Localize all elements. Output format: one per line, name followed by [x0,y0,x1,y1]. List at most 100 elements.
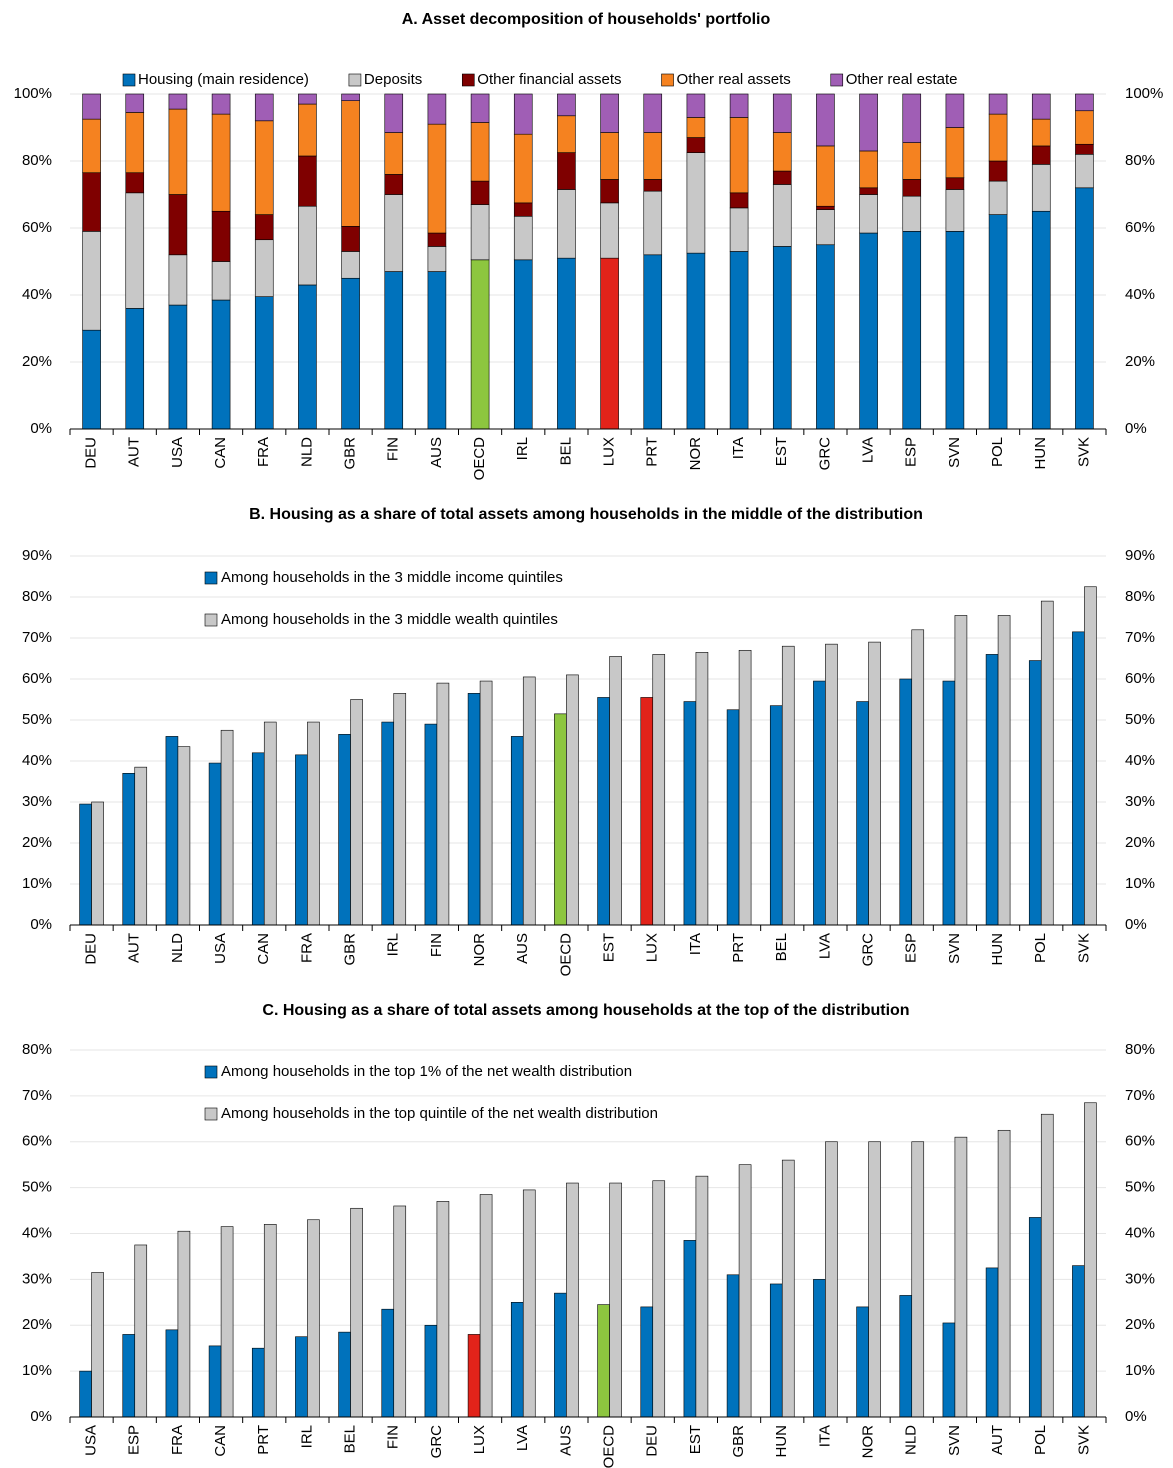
x-tick-label: BEL [342,1425,359,1453]
bar [338,734,351,926]
chart-title: A. Asset decomposition of households' po… [402,11,771,28]
x-tick-label: EST [773,437,790,466]
bar-segment [557,93,576,117]
bar-segment [557,189,576,259]
bar [1040,1113,1054,1418]
bar-segment [298,155,317,207]
bar-segment [729,251,749,430]
bar [208,762,222,926]
bar-segment [1075,93,1094,112]
y2-tick-label: 0% [1125,420,1147,437]
y2-tick-label: 10% [1125,1362,1155,1379]
bars [79,586,1097,926]
x-tick-label: FIN [385,437,402,461]
bar-segment [168,194,188,256]
bar [868,1141,881,1418]
bar-segment [513,93,533,135]
bar [813,1279,826,1418]
bar [381,721,395,926]
chart-title: B. Housing as a share of total assets am… [249,506,923,523]
y-tick-label: 50% [22,711,52,728]
y-tick-label: 70% [22,1087,52,1104]
x-tick-label: HUN [1032,437,1049,470]
bar [122,1334,136,1418]
bar [79,1370,92,1418]
bar-segment [643,254,663,430]
x-tick-label: GRC [860,933,877,967]
legend-label: Other real assets [677,71,791,88]
bar-segment [341,277,360,430]
bar [177,746,191,926]
bar-segment [513,202,533,217]
bar [91,1272,104,1418]
y-tick-label: 0% [30,916,52,933]
x-tick-label: POL [1032,1425,1049,1455]
bar-segment [341,93,360,101]
bar [350,1207,363,1418]
bar-segment [945,127,965,179]
legend-swatch [830,73,844,87]
bar-segment [902,93,922,143]
bar-segment [427,246,447,272]
bar [263,1224,277,1418]
x-tick-label: USA [212,933,229,964]
bar-segment [945,177,965,190]
bar-segment [384,271,404,430]
y-tick-label: 20% [22,353,52,370]
bar-segment [988,180,1008,215]
bar [467,1334,481,1418]
bar-segment [772,93,792,133]
x-tick-label: AUS [514,933,531,964]
bar-segment [1075,110,1094,145]
bar-segment [82,231,101,331]
y-tick-label: 40% [22,286,52,303]
bar [381,1308,395,1418]
bar [911,1141,925,1418]
bar [911,629,925,926]
x-tick-label: NOR [687,437,704,471]
bar-segment [168,304,188,430]
bar-segment [125,192,145,309]
bar [997,615,1011,926]
legend-label: Among households in the top 1% of the ne… [221,1063,632,1080]
bar-segment [298,205,317,286]
bar-segment [427,93,447,125]
bar-segment [1031,93,1051,120]
bar-segment [211,210,231,262]
y-tick-label: 80% [22,152,52,169]
bar [997,1129,1011,1418]
bar-segment [945,231,965,430]
bar [251,752,265,926]
bar-segment [254,296,274,430]
bar [1072,1265,1085,1418]
bar [868,641,881,926]
x-tick-label: PRT [730,933,747,963]
x-tick-label: NLD [903,1425,920,1455]
bar [597,697,610,926]
bar [350,699,363,926]
bar-segment [82,329,101,430]
bars [79,1102,1097,1418]
legend-swatch [348,73,362,87]
y2-tick-label: 40% [1125,286,1155,303]
x-tick-label: LVA [860,437,877,463]
x-tick-label: FRA [298,933,315,963]
x-tick-label: PRT [644,437,661,467]
y-tick-label: 10% [22,1362,52,1379]
x-tick-label: HUN [773,1425,790,1458]
y2-tick-label: 30% [1125,1270,1155,1287]
bar-segment [384,174,404,195]
x-tick-label: SVN [946,1425,963,1456]
bar-segment [470,93,490,123]
y2-tick-label: 70% [1125,1087,1155,1104]
y-tick-label: 20% [22,1316,52,1333]
x-tick-label: CAN [212,1425,229,1457]
bar-segment [729,93,749,118]
bar [1040,600,1054,926]
bar [738,649,752,926]
bar [554,713,567,926]
y-tick-label: 30% [22,793,52,810]
bar-segment [341,100,360,227]
x-tick-label: BEL [557,437,574,465]
bar [781,1159,795,1418]
